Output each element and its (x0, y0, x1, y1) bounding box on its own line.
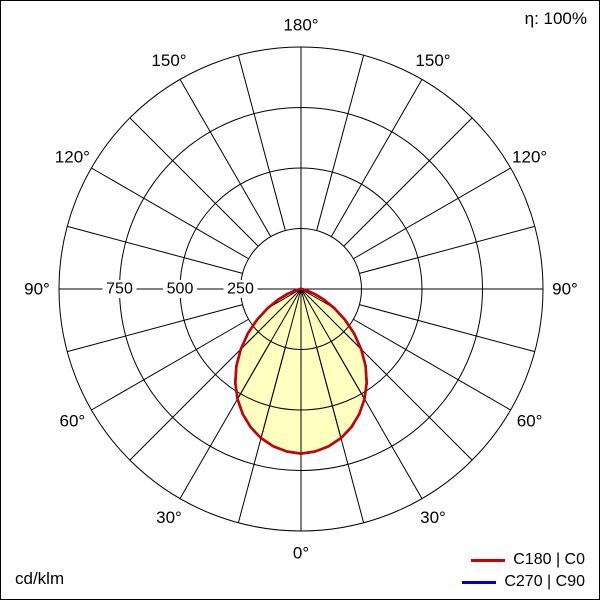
efficiency-label: η: 100% (524, 9, 587, 28)
unit-label: cd/klm (15, 569, 65, 588)
polar-grid-circle (58, 46, 544, 532)
polar-grid-spoke (330, 79, 423, 237)
polar-grid-spoke (179, 79, 272, 237)
beam-inner-spoke (235, 289, 302, 454)
polar-grid-spoke (129, 331, 259, 461)
angle-label: 120° (55, 148, 90, 167)
radial-tick-bg (102, 280, 137, 298)
angle-label: 150° (415, 51, 450, 70)
legend-label-c0: C180 | C0 (513, 551, 585, 568)
legend: C180 | C0 C270 | C90 (462, 551, 585, 591)
angle-label: 180° (283, 16, 318, 35)
angle-label: 90° (24, 280, 50, 299)
radial-tick-label: 250 (227, 281, 254, 298)
polar-grid-spoke (91, 167, 249, 260)
radial-tick-bg (223, 280, 258, 298)
polar-grid-spoke (343, 331, 473, 461)
angle-label: 150° (151, 51, 186, 70)
polar-grid-spoke (91, 318, 249, 411)
angle-label: 30° (156, 508, 182, 527)
angle-label: 0° (293, 544, 309, 563)
radial-tick-label: 500 (167, 281, 194, 298)
angle-label: 90° (552, 280, 578, 299)
polar-grid-spoke (343, 117, 473, 247)
legend-item-c0: C180 | C0 (462, 551, 585, 569)
legend-item-c90: C270 | C90 (462, 573, 585, 591)
intensity-curve-c0-c180 (234, 287, 368, 455)
legend-label-c90: C270 | C90 (504, 573, 585, 590)
polar-grid-spoke (129, 117, 259, 247)
radial-tick-label: 750 (106, 281, 133, 298)
angle-label: 60° (517, 412, 543, 431)
polar-grid-spoke (237, 55, 286, 231)
radial-tick-bg (163, 280, 197, 298)
angle-label: 30° (420, 508, 446, 527)
polar-grid-spoke (67, 225, 243, 274)
polar-grid-spoke (359, 304, 535, 353)
legend-line-c90-icon (462, 580, 497, 584)
angle-label: 120° (512, 148, 547, 167)
polar-grid-spoke (316, 55, 365, 231)
legend-line-c0-icon (471, 558, 506, 562)
polar-grid-spoke (353, 167, 511, 260)
polar-grid-spoke (359, 225, 535, 274)
polar-grid-spoke (67, 304, 243, 353)
polar-grid-spoke (353, 318, 511, 411)
beam-inner-spoke (300, 289, 367, 454)
angle-label: 60° (60, 412, 86, 431)
